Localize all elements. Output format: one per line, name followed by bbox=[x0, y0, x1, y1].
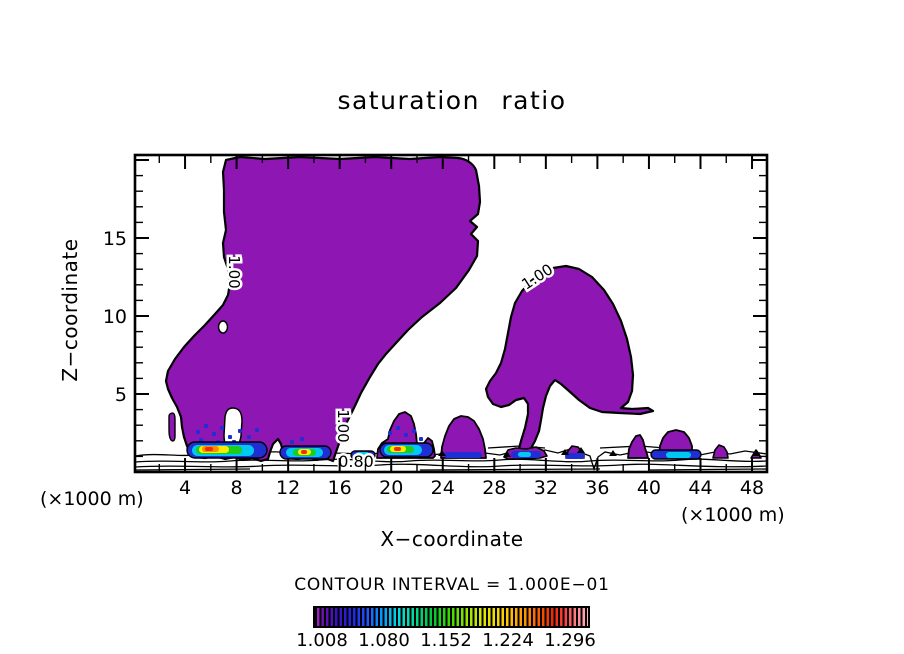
hotspot-streaks bbox=[186, 441, 702, 460]
saturated-regions bbox=[164, 155, 762, 463]
z-tick-labels: 5 10 15 bbox=[103, 228, 127, 406]
svg-text:44: 44 bbox=[688, 477, 712, 499]
axes-frame-and-ticks bbox=[133, 153, 769, 474]
colorbar-tick-label: 1.152 bbox=[420, 630, 472, 651]
y-axis-unit-label: (×1000 m) bbox=[40, 488, 144, 510]
x-axis-label: X−coordinate bbox=[380, 527, 524, 551]
svg-text:20: 20 bbox=[379, 477, 403, 499]
svg-text:32: 32 bbox=[534, 477, 558, 499]
speckle-dots bbox=[196, 424, 423, 446]
colorbar-tick-label: 1.224 bbox=[482, 630, 534, 651]
contour-specks bbox=[438, 447, 761, 457]
colorbar-tick-label: 1.080 bbox=[358, 630, 410, 651]
svg-text:0.80: 0.80 bbox=[338, 452, 374, 471]
svg-text:1.00: 1.00 bbox=[225, 255, 243, 288]
chart-title: saturation ratio bbox=[337, 86, 567, 115]
x-axis-unit-label: (×1000 m) bbox=[681, 504, 785, 526]
svg-text:8: 8 bbox=[231, 477, 243, 499]
svg-text:12: 12 bbox=[276, 477, 300, 499]
svg-text:40: 40 bbox=[637, 477, 661, 499]
svg-text:15: 15 bbox=[103, 228, 127, 250]
contour-interval-label: CONTOUR INTERVAL = 1.000E−01 bbox=[294, 575, 610, 595]
colorbar-tick-label: 1.296 bbox=[544, 630, 596, 651]
svg-text:36: 36 bbox=[585, 477, 609, 499]
svg-text:5: 5 bbox=[115, 384, 127, 406]
svg-text:1.00: 1.00 bbox=[334, 409, 352, 442]
colorbar-labels: 1.008 1.080 1.152 1.224 1.296 bbox=[0, 630, 904, 652]
svg-text:10: 10 bbox=[103, 306, 127, 328]
colorbar bbox=[313, 606, 590, 628]
svg-text:48: 48 bbox=[740, 477, 764, 499]
svg-text:28: 28 bbox=[482, 477, 506, 499]
svg-text:16: 16 bbox=[328, 477, 352, 499]
x-tick-labels: 4 8 12 16 20 24 28 32 36 40 44 48 bbox=[179, 477, 764, 499]
svg-text:24: 24 bbox=[431, 477, 455, 499]
colorbar-tick-label: 1.008 bbox=[296, 630, 348, 651]
svg-text:4: 4 bbox=[179, 477, 191, 499]
